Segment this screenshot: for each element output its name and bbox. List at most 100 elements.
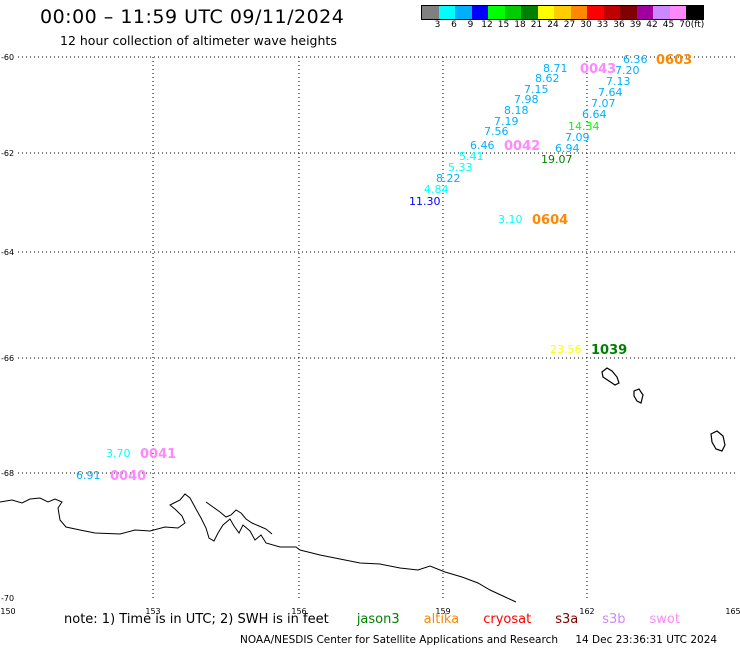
color-scale-label: 36: [613, 20, 625, 30]
wave-height-label: 6.94: [555, 142, 580, 155]
color-scale-label: 27: [563, 20, 576, 30]
color-scale-label: 18: [514, 20, 526, 30]
wave-height-label: 7.09: [565, 131, 590, 144]
color-scale-label: 15: [497, 20, 510, 30]
color-scale-label: 3: [434, 20, 441, 30]
x-tick-label: 159: [435, 607, 450, 616]
island-b: [633, 388, 644, 404]
pass-time-label: 0603: [656, 53, 692, 68]
color-swatch: [504, 6, 521, 19]
y-tick-label: -70: [1, 594, 14, 603]
color-scale-label: 6: [451, 20, 457, 30]
island-c: [710, 430, 726, 452]
color-swatch: [653, 6, 670, 19]
color-scale-label: 70: [679, 20, 691, 30]
axis-tick-labels: 150 153 156 159 162 165 -60 -62 -64 -66 -68 -70: [0, 53, 740, 616]
y-tick-label: -60: [1, 53, 14, 62]
wave-height-label: 8.71: [543, 62, 568, 75]
pass-time-label: 0042: [504, 139, 540, 154]
color-swatch: [554, 6, 571, 19]
y-tick-label: -68: [1, 469, 14, 478]
wave-height-label: 8.18: [504, 104, 529, 117]
x-tick-label: 153: [145, 607, 160, 616]
color-scale-label: 42: [646, 20, 658, 30]
y-tick-label: -64: [1, 248, 14, 257]
color-swatch: [587, 6, 604, 19]
footer-credit: NOAA/NESDIS Center for Satellite Applica…: [240, 634, 558, 646]
satellite-legend-swot: swot: [649, 612, 680, 627]
wave-height-label: 23.56: [550, 343, 582, 356]
color-scale-label: 30: [580, 20, 592, 30]
color-swatch: [636, 6, 653, 19]
color-swatch: [471, 6, 488, 19]
wave-height-label: 6.64: [582, 108, 607, 121]
wave-height-label: 5.41: [459, 150, 484, 163]
wave-height-label: 19.07: [541, 153, 573, 166]
footer-timestamp: 14 Dec 23:36:31 UTC 2024: [575, 634, 718, 646]
x-tick-label: 162: [579, 607, 594, 616]
x-tick-label: 150: [0, 607, 15, 616]
map-subtitle: 12 hour collection of altimeter wave hei…: [60, 33, 337, 48]
wave-height-label: 11.30: [409, 195, 441, 208]
wave-height-label: 6.46: [470, 139, 495, 152]
wave-height-label: 3.10: [498, 213, 523, 226]
wave-height-label: 3.70: [106, 447, 131, 460]
note-text: note: 1) Time is in UTC; 2) SWH is in fe…: [64, 612, 329, 627]
color-scale-label: 39: [629, 20, 642, 30]
satellite-legend-altika: altika: [423, 612, 460, 627]
lat-lon-grid: [18, 56, 735, 600]
color-swatch: [455, 6, 472, 19]
wave-height-label: 7.15: [524, 83, 549, 96]
x-tick-label: 156: [291, 607, 306, 616]
footer: NOAA/NESDIS Center for Satellite Applica…: [240, 634, 731, 646]
color-scale-label: 24: [547, 20, 559, 30]
satellite-legend-s3b: s3b: [602, 612, 626, 627]
color-scale-unit: (ft): [690, 20, 705, 30]
antarctic-coastline: [0, 493, 517, 603]
note-line: note: 1) Time is in UTC; 2) SWH is in fe…: [64, 612, 684, 627]
coastal-inlet: [205, 501, 273, 535]
pass-time-label: 0043: [580, 62, 616, 77]
wave-height-label: 6.91: [76, 469, 101, 482]
pass-time-label: 0604: [532, 213, 568, 228]
wave-height-label: 8.62: [535, 72, 560, 85]
wave-height-label: 8.22: [436, 172, 461, 185]
pass-time-label: 0041: [140, 447, 176, 462]
island-a: [601, 367, 620, 386]
wave-height-label: 5.33: [448, 161, 473, 174]
pass-time-label: 0040: [110, 469, 146, 484]
color-swatch: [686, 6, 703, 19]
color-scale-legend: [421, 5, 704, 20]
color-scale-label: 33: [596, 20, 609, 30]
map-title: 00:00 – 11:59 UTC 09/11/2024: [40, 6, 345, 28]
wave-height-label: 7.56: [484, 125, 509, 138]
wave-height-label: 7.07: [591, 97, 616, 110]
color-scale-label: 9: [467, 20, 474, 30]
color-swatch: [669, 6, 686, 19]
wave-height-label: 7.13: [606, 75, 631, 88]
color-swatch: [603, 6, 620, 19]
satellite-legend-s3a: s3a: [555, 612, 579, 627]
wave-height-label: 6.36: [623, 53, 648, 66]
wave-height-label: 4.84: [424, 183, 449, 196]
color-swatch: [570, 6, 587, 19]
color-swatch: [620, 6, 637, 19]
y-tick-label: -66: [1, 354, 14, 363]
color-swatch: [438, 6, 455, 19]
pass-time-label: 1039: [591, 343, 627, 358]
x-tick-label: 165: [725, 607, 740, 616]
wave-height-label: 7.20: [615, 64, 640, 77]
wave-height-label: 7.64: [598, 86, 623, 99]
color-scale-label: 45: [662, 20, 675, 30]
satellite-legend-cryosat: cryosat: [483, 612, 532, 627]
color-scale-labels: 3 6 9 12 15 18 21 24 27 30 33 36 39 42 45 70 (ft): [421, 20, 740, 34]
wave-height-label: 14.34: [568, 120, 600, 133]
color-swatch: [488, 6, 505, 19]
y-tick-label: -62: [1, 149, 14, 158]
wave-height-label: 7.98: [514, 93, 539, 106]
color-scale-label: 21: [530, 20, 543, 30]
color-swatch: [422, 6, 439, 19]
coastline: [0, 367, 726, 603]
